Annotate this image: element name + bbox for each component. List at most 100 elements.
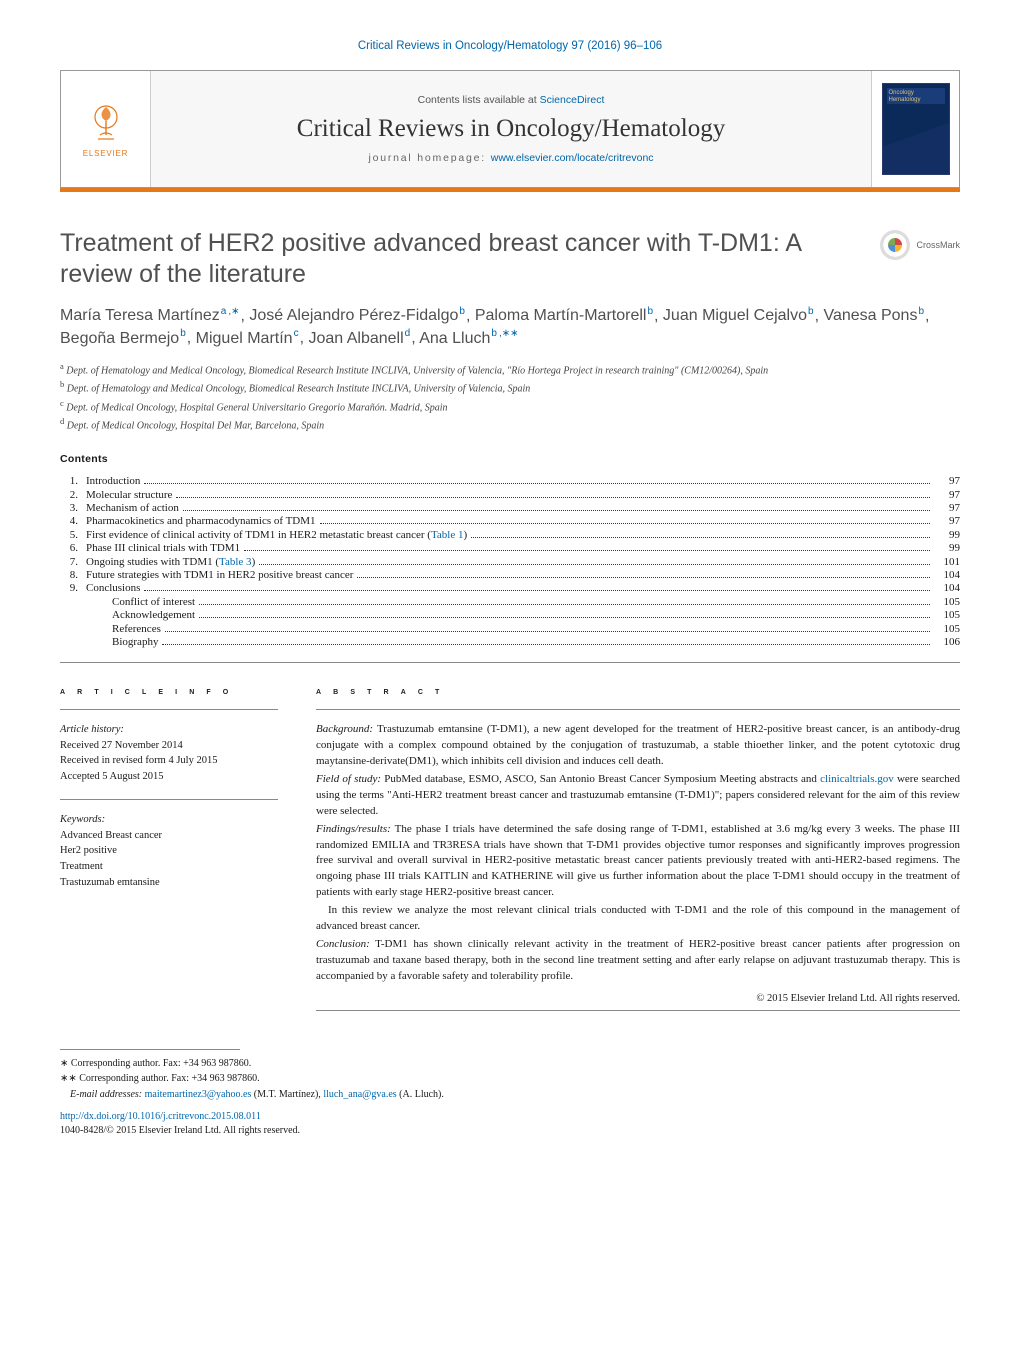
toc-leader-dots bbox=[357, 577, 930, 578]
copyright-line: © 2015 Elsevier Ireland Ltd. All rights … bbox=[316, 993, 960, 1004]
affiliation: a Dept. of Hematology and Medical Oncolo… bbox=[60, 360, 960, 378]
publisher-logo-box: ELSEVIER bbox=[61, 71, 151, 187]
toc-row[interactable]: 1. Introduction 97 bbox=[60, 475, 960, 487]
toc-row[interactable]: References 105 bbox=[60, 623, 960, 635]
email-label: E-mail addresses: bbox=[70, 1089, 145, 1100]
author: Joan Albanelld bbox=[308, 330, 411, 347]
author: Ana Lluchb,∗∗ bbox=[419, 330, 519, 347]
toc-leader-dots bbox=[199, 617, 930, 618]
toc-title: Phase III clinical trials with TDM1 bbox=[86, 542, 240, 554]
toc-page: 104 bbox=[934, 582, 960, 594]
crossmark-icon bbox=[880, 230, 910, 260]
toc-row[interactable]: 7. Ongoing studies with TDM1 (Table 3) 1… bbox=[60, 556, 960, 568]
abstract-rule bbox=[316, 709, 960, 710]
toc-row[interactable]: 4. Pharmacokinetics and pharmacodynamics… bbox=[60, 515, 960, 527]
toc-row[interactable]: 5. First evidence of clinical activity o… bbox=[60, 529, 960, 541]
keywords-block: Keywords: Advanced Breast cancer Her2 po… bbox=[60, 812, 278, 891]
toc-num: 3. bbox=[60, 502, 86, 514]
homepage-link[interactable]: www.elsevier.com/locate/critrevonc bbox=[491, 152, 654, 164]
abstract-heading: a b s t r a c t bbox=[316, 685, 960, 697]
table-of-contents: 1. Introduction 97 2. Molecular structur… bbox=[60, 475, 960, 648]
abstract-bottom-rule bbox=[316, 1010, 960, 1011]
affiliation: d Dept. of Medical Oncology, Hospital De… bbox=[60, 415, 960, 433]
author: José Alejandro Pérez-Fidalgob bbox=[249, 307, 466, 324]
sciencedirect-link[interactable]: ScienceDirect bbox=[540, 94, 605, 106]
footnote-rule bbox=[60, 1049, 240, 1050]
keyword: Trastuzumab emtansine bbox=[60, 875, 278, 891]
toc-page: 105 bbox=[934, 609, 960, 621]
running-head: Critical Reviews in Oncology/Hematology … bbox=[60, 40, 960, 52]
journal-homepage-line: journal homepage: www.elsevier.com/locat… bbox=[368, 152, 653, 164]
article-title: Treatment of HER2 positive advanced brea… bbox=[60, 228, 840, 291]
affiliation-list: a Dept. of Hematology and Medical Oncolo… bbox=[60, 360, 960, 433]
toc-num: 6. bbox=[60, 542, 86, 554]
history-line: Accepted 5 August 2015 bbox=[60, 769, 278, 785]
toc-bottom-rule bbox=[60, 662, 960, 663]
keyword: Her2 positive bbox=[60, 843, 278, 859]
author: Paloma Martín-Martorellb bbox=[475, 307, 654, 324]
toc-title: Conclusions bbox=[86, 582, 140, 594]
toc-row[interactable]: 3. Mechanism of action 97 bbox=[60, 502, 960, 514]
toc-num: 2. bbox=[60, 489, 86, 501]
toc-row[interactable]: Conflict of interest 105 bbox=[60, 596, 960, 608]
toc-leader-dots bbox=[471, 537, 930, 538]
toc-leader-dots bbox=[320, 523, 930, 524]
doi-block: http://dx.doi.org/10.1016/j.critrevonc.2… bbox=[60, 1110, 960, 1138]
author-email-link[interactable]: maitemartinez3@yahoo.es bbox=[145, 1089, 252, 1100]
toc-title: References bbox=[112, 623, 161, 635]
toc-leader-dots bbox=[199, 604, 930, 605]
email-person: (A. Lluch). bbox=[397, 1089, 444, 1100]
author-email-link[interactable]: lluch_ana@gva.es bbox=[323, 1089, 396, 1100]
doi-link[interactable]: http://dx.doi.org/10.1016/j.critrevonc.2… bbox=[60, 1111, 261, 1122]
article-info-rule bbox=[60, 709, 278, 710]
email-person: (M.T. Martínez), bbox=[251, 1089, 323, 1100]
toc-row[interactable]: Biography 106 bbox=[60, 636, 960, 648]
toc-title: Ongoing studies with TDM1 (Table 3) bbox=[86, 556, 255, 568]
toc-page: 104 bbox=[934, 569, 960, 581]
toc-num: 4. bbox=[60, 515, 86, 527]
toc-row[interactable]: 8. Future strategies with TDM1 in HER2 p… bbox=[60, 569, 960, 581]
author: Begoña Bermejob bbox=[60, 330, 187, 347]
email-line: E-mail addresses: maitemartinez3@yahoo.e… bbox=[60, 1087, 960, 1103]
affiliation: c Dept. of Medical Oncology, Hospital Ge… bbox=[60, 397, 960, 415]
toc-row[interactable]: 9. Conclusions 104 bbox=[60, 582, 960, 594]
abstract-field-label: Field of study: bbox=[316, 773, 381, 785]
article-info-heading: a r t i c l e i n f o bbox=[60, 685, 278, 697]
toc-num: 9. bbox=[60, 582, 86, 594]
author: Juan Miguel Cejalvob bbox=[663, 307, 815, 324]
masthead-center: Contents lists available at ScienceDirec… bbox=[151, 71, 871, 187]
footnotes: ∗ Corresponding author. Fax: +34 963 987… bbox=[60, 1056, 960, 1103]
toc-table-link[interactable]: Table 1 bbox=[431, 529, 464, 541]
toc-title: Introduction bbox=[86, 475, 140, 487]
contents-available-prefix: Contents lists available at bbox=[418, 94, 540, 106]
clinicaltrials-link[interactable]: clinicaltrials.gov bbox=[820, 773, 894, 785]
abstract-background-text: Trastuzumab emtansine (T-DM1), a new age… bbox=[316, 723, 960, 767]
history-line: Received in revised form 4 July 2015 bbox=[60, 753, 278, 769]
toc-title: Future strategies with TDM1 in HER2 posi… bbox=[86, 569, 353, 581]
abstract-body: Background: Trastuzumab emtansine (T-DM1… bbox=[316, 722, 960, 985]
contents-heading: Contents bbox=[60, 453, 960, 465]
abstract-conclusion-text: T-DM1 has shown clinically relevant acti… bbox=[316, 938, 960, 982]
abstract-conclusion-label: Conclusion: bbox=[316, 938, 370, 950]
toc-title: Biography bbox=[112, 636, 158, 648]
history-label: Article history: bbox=[60, 722, 278, 738]
author: María Teresa Martíneza,∗ bbox=[60, 307, 241, 324]
toc-row[interactable]: 2. Molecular structure 97 bbox=[60, 489, 960, 501]
journal-name: Critical Reviews in Oncology/Hematology bbox=[297, 115, 725, 143]
toc-num: 8. bbox=[60, 569, 86, 581]
toc-page: 97 bbox=[934, 489, 960, 501]
toc-row[interactable]: Acknowledgement 105 bbox=[60, 609, 960, 621]
toc-title: Mechanism of action bbox=[86, 502, 179, 514]
toc-page: 105 bbox=[934, 596, 960, 608]
crossmark-badge[interactable]: CrossMark bbox=[880, 230, 960, 260]
abstract-review-line: In this review we analyze the most relev… bbox=[316, 904, 960, 932]
toc-table-link[interactable]: Table 3 bbox=[219, 556, 252, 568]
history-line: Received 27 November 2014 bbox=[60, 738, 278, 754]
publisher-name: ELSEVIER bbox=[83, 149, 129, 158]
toc-page: 99 bbox=[934, 529, 960, 541]
author: Vanesa Ponsb bbox=[823, 307, 925, 324]
author-list: María Teresa Martíneza,∗, José Alejandro… bbox=[60, 305, 960, 350]
toc-num: 5. bbox=[60, 529, 86, 541]
toc-row[interactable]: 6. Phase III clinical trials with TDM1 9… bbox=[60, 542, 960, 554]
toc-leader-dots bbox=[144, 590, 930, 591]
